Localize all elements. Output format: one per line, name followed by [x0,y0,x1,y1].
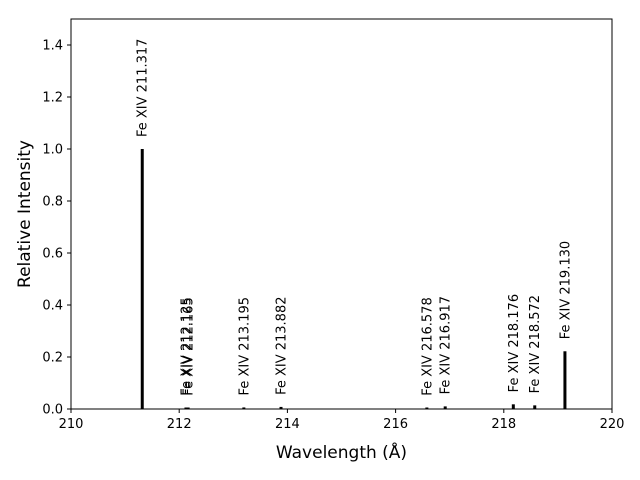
spectral-line-bar [184,407,188,409]
y-tick-label: 1.0 [42,143,63,158]
spectral-line-bar [425,407,429,409]
spectral-line-label: Fe XIV 218.572 [528,295,543,393]
spectral-line-bar [563,351,567,409]
x-tick-label: 210 [59,417,84,432]
spectral-line-bar [242,407,246,409]
spectral-line-label: Fe XIV 212.125 [179,297,194,395]
spectral-line-bar [186,407,190,409]
y-ticks-group: 0.0 0.2 0.4 0.6 0.8 1.0 1.2 1.4 [42,39,71,418]
x-ticks-group: 210 212 214 216 218 220 [59,409,625,432]
y-tick-label: 0.6 [42,247,63,262]
spectral-line-label: Fe XIV 216.917 [439,296,454,394]
y-tick-label: 0.8 [42,195,63,210]
x-tick-label: 218 [491,417,516,432]
spectral-line-bar [511,404,515,409]
x-tick-label: 214 [275,417,300,432]
bars-group [140,149,567,409]
spectral-line-label: Fe XIV 216.578 [420,297,435,395]
spectral-line-label: Fe XIV 213.882 [275,296,290,394]
y-tick-label: 1.4 [42,39,63,54]
x-tick-label: 212 [167,417,192,432]
spectral-line-label: Fe XIV 212.165 [182,297,197,395]
spectral-line-label: Fe XIV 219.130 [558,241,573,339]
y-tick-label: 0.4 [42,299,63,314]
spectral-line-bar [279,406,283,409]
spectral-line-bar [443,406,447,409]
y-axis-label: Relative Intensity [15,140,35,288]
y-tick-label: 0.2 [42,351,63,366]
plot-area [71,19,612,409]
y-tick-label: 0.0 [42,403,63,418]
y-tick-label: 1.2 [42,91,63,106]
spectral-line-label: Fe XIV 213.195 [237,297,252,395]
spectral-line-bar [533,405,537,409]
x-axis-label: Wavelength (Å) [276,441,407,463]
x-tick-label: 220 [600,417,625,432]
spectral-line-bar [140,149,144,409]
spectral-line-label: Fe XIV 218.176 [507,294,522,392]
x-tick-label: 216 [383,417,408,432]
spectral-line-label: Fe XIV 211.317 [136,39,151,137]
plot-frame [70,18,613,410]
